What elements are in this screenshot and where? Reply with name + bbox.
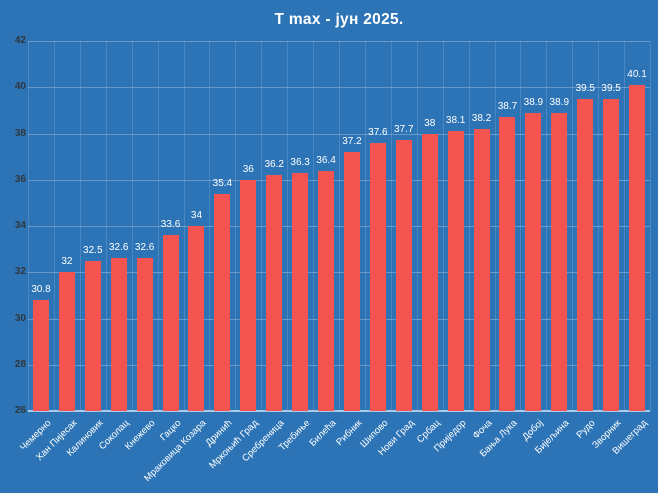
v-gridline — [157, 41, 159, 411]
h-gridline — [28, 272, 650, 274]
v-gridline — [442, 41, 444, 411]
bar — [188, 226, 205, 411]
bar-value-label: 32.5 — [83, 244, 103, 256]
v-gridline — [261, 41, 263, 411]
bar — [32, 300, 49, 411]
y-tick-label: 28 — [14, 358, 26, 370]
bar — [266, 175, 283, 411]
y-tick-label: 32 — [14, 266, 26, 278]
bar-value-label: 36.4 — [316, 154, 336, 166]
bar-value-label: 40.1 — [627, 68, 647, 80]
v-gridline — [28, 41, 29, 411]
bar — [603, 98, 620, 411]
bar-value-label: 37.6 — [368, 126, 388, 138]
bar-value-label: 38.2 — [471, 112, 492, 124]
bar — [525, 112, 542, 411]
chart-title: T max - јун 2025. — [274, 11, 404, 28]
y-tick-label: 38 — [14, 127, 26, 139]
bar — [421, 133, 438, 411]
v-gridline — [390, 41, 392, 411]
bar-value-label: 32.6 — [108, 242, 129, 254]
bar — [577, 98, 594, 411]
bar — [162, 235, 179, 411]
bar — [499, 117, 516, 411]
bar — [473, 128, 490, 411]
bar — [292, 172, 309, 411]
bar-value-label: 30.8 — [31, 284, 51, 295]
bar-value-label: 39.5 — [575, 82, 595, 94]
bar — [214, 193, 231, 411]
bar — [318, 170, 335, 411]
bar — [136, 258, 153, 411]
bar — [58, 272, 75, 411]
bar-value-label: 33.6 — [160, 219, 181, 231]
bar-value-label: 37.2 — [342, 136, 362, 147]
bar-value-label: 32 — [61, 256, 73, 268]
bar-value-label: 38 — [424, 117, 436, 129]
v-gridline — [209, 41, 211, 411]
v-gridline — [650, 41, 651, 411]
bar — [629, 84, 646, 411]
v-gridline — [79, 41, 81, 411]
h-gridline — [28, 87, 650, 89]
v-gridline — [287, 41, 289, 411]
bar-value-label: 34 — [190, 210, 203, 221]
bar-value-label: 38.1 — [445, 115, 466, 127]
bar-value-label: 36 — [242, 163, 254, 175]
bar-value-label: 38.9 — [523, 96, 544, 108]
v-gridline — [520, 41, 522, 411]
h-gridline — [28, 41, 650, 42]
v-gridline — [183, 41, 185, 411]
bar — [447, 131, 464, 411]
bar — [84, 260, 101, 411]
v-gridline — [235, 41, 237, 411]
y-tick-label: 36 — [14, 173, 26, 185]
v-gridline — [572, 41, 574, 411]
v-gridline — [53, 41, 55, 411]
bar — [369, 142, 386, 411]
h-gridline — [28, 133, 650, 135]
v-gridline — [598, 41, 600, 411]
y-tick-label: 26 — [14, 405, 26, 416]
v-gridline — [339, 41, 340, 411]
bar-value-label: 38.9 — [549, 96, 570, 108]
bar-value-label: 39.5 — [601, 82, 621, 94]
y-tick-label: 30 — [14, 312, 26, 324]
v-gridline — [624, 41, 626, 411]
bar-value-label: 38.7 — [497, 101, 518, 113]
h-gridline — [28, 226, 650, 227]
h-gridline — [28, 179, 650, 181]
y-tick-label: 42 — [14, 35, 26, 46]
y-tick-label: 34 — [14, 220, 26, 231]
bar — [551, 112, 568, 411]
bar-value-label: 36.2 — [264, 159, 284, 171]
bar-value-label: 32.6 — [134, 242, 155, 254]
h-gridline — [28, 318, 650, 320]
v-gridline — [494, 41, 496, 411]
v-gridline — [416, 41, 418, 411]
y-tick-label: 40 — [14, 81, 26, 93]
v-gridline — [364, 41, 366, 411]
v-gridline — [313, 41, 315, 411]
bar — [343, 152, 360, 411]
v-gridline — [131, 41, 133, 411]
v-gridline — [105, 41, 107, 411]
bar — [395, 140, 412, 411]
v-gridline — [468, 41, 470, 411]
h-gridline — [28, 364, 650, 366]
bar — [240, 179, 257, 411]
bar — [110, 258, 127, 411]
x-axis-line — [28, 410, 650, 412]
v-gridline — [546, 41, 548, 411]
bar-value-label: 35.4 — [212, 177, 233, 189]
bar-value-label: 37.7 — [394, 124, 414, 136]
bar-value-label: 36.3 — [290, 156, 310, 168]
